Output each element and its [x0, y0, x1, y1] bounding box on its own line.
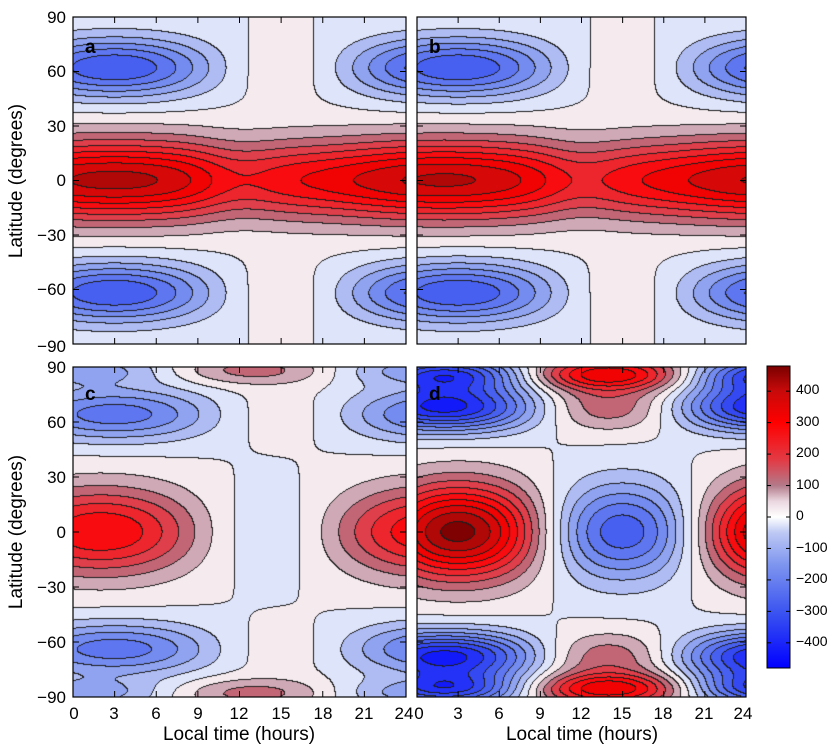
- y-tick-label: −90: [37, 688, 66, 707]
- y-tick-label: 30: [47, 117, 66, 136]
- x-tick-label: 21: [355, 704, 374, 723]
- x-axis-label-left: Local time (hours): [163, 724, 315, 745]
- panel-c-label: c: [85, 384, 96, 405]
- x-tick-label: 24: [395, 704, 414, 723]
- y-tick-label: −90: [37, 337, 66, 356]
- y-axis-label-bottom: Latitude (degrees): [6, 455, 27, 609]
- x-tick-label: 21: [695, 704, 714, 723]
- colorbar-tick-label: −400: [796, 633, 828, 649]
- colorbar-tick-label: 200: [796, 444, 820, 460]
- x-tick-labels-right: 0 3 6 9 12 15 18 21 24: [414, 704, 752, 723]
- panel-c-ticks: [72, 366, 407, 698]
- x-axis-label-right: Local time (hours): [506, 724, 658, 745]
- panel-a-label: a: [85, 37, 96, 58]
- x-tick-label: 0: [414, 704, 423, 723]
- panel-d-label: d: [429, 384, 441, 405]
- x-tick-label: 15: [613, 704, 632, 723]
- panel-c-contour-image: [73, 367, 406, 697]
- colorbar-ticks: [767, 390, 790, 644]
- x-tick-label: 24: [734, 704, 753, 723]
- y-tick-labels-bottom: 90 60 30 0 −30 −60 −90: [37, 358, 66, 707]
- x-tick-label: 12: [572, 704, 591, 723]
- x-tick-label: 6: [151, 704, 160, 723]
- x-tick-label: 9: [535, 704, 544, 723]
- colorbar-tick-label: −100: [796, 539, 828, 555]
- y-tick-label: 0: [57, 171, 66, 190]
- colorbar-tick-label: 100: [796, 476, 820, 492]
- y-tick-label: −30: [37, 226, 66, 245]
- y-tick-label: −30: [37, 578, 66, 597]
- x-tick-label: 9: [193, 704, 202, 723]
- y-axis-label-top: Latitude (degrees): [6, 104, 27, 258]
- x-tick-label: 3: [453, 704, 462, 723]
- y-tick-label: 60: [47, 413, 66, 432]
- y-tick-labels-top: 90 60 30 0 −30 −60 −90: [37, 8, 66, 356]
- x-tick-label: 0: [69, 704, 78, 723]
- panel-d: d: [416, 366, 747, 698]
- colorbar-tick-label: −200: [796, 570, 828, 586]
- x-tick-label: 18: [314, 704, 333, 723]
- panel-b-ticks: [416, 16, 747, 345]
- y-tick-label: −60: [37, 280, 66, 299]
- x-tick-label: 18: [654, 704, 673, 723]
- y-tick-label: 60: [47, 62, 66, 81]
- colorbar-tick-label: −300: [796, 602, 828, 618]
- colorbar-tick-label: 300: [796, 413, 820, 429]
- panel-b: b: [416, 16, 747, 345]
- y-tick-label: −60: [37, 633, 66, 652]
- y-tick-label: 90: [47, 358, 66, 377]
- panel-a-ticks: [72, 16, 407, 345]
- panel-c: c: [72, 366, 407, 698]
- colorbar-tick-label: 400: [796, 381, 820, 397]
- y-tick-label: 90: [47, 8, 66, 27]
- x-tick-label: 15: [272, 704, 291, 723]
- x-tick-label: 3: [109, 704, 118, 723]
- y-tick-label: 30: [47, 468, 66, 487]
- colorbar-tick-label: 0: [796, 507, 804, 523]
- colorbar: 400 300 200 100 0 −100 −200 −300 −400: [766, 365, 828, 669]
- panel-d-contour-image: [417, 367, 746, 697]
- panel-a: a: [72, 16, 407, 345]
- x-tick-label: 12: [230, 704, 249, 723]
- x-tick-label: 6: [494, 704, 503, 723]
- panel-b-contour-image: [417, 17, 746, 344]
- x-tick-labels-left: 0 3 6 9 12 15 18 21 24: [69, 704, 413, 723]
- y-tick-label: 0: [57, 523, 66, 542]
- panel-d-ticks: [416, 366, 747, 698]
- panel-b-label: b: [429, 37, 441, 58]
- panel-a-contour-image: [73, 17, 406, 344]
